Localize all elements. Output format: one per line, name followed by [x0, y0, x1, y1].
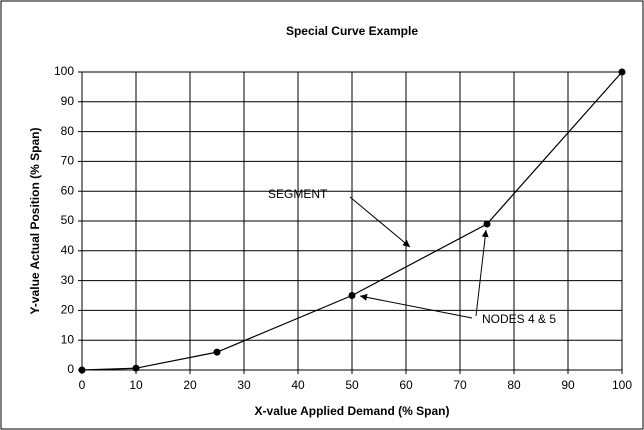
- y-tick-label: 10: [61, 332, 75, 346]
- annotation-arrow: [475, 229, 489, 317]
- x-axis-label: X-value Applied Demand (% Span): [255, 404, 450, 418]
- annotation-arrow: [359, 293, 473, 319]
- data-point: [483, 220, 491, 228]
- x-tick-label: 90: [561, 378, 575, 392]
- y-tick-label: 80: [61, 124, 75, 138]
- y-tick-label: 100: [54, 64, 74, 78]
- data-point: [132, 364, 140, 372]
- x-tick-label: 50: [345, 378, 359, 392]
- x-tick-label: 30: [237, 378, 251, 392]
- x-tick-label: 100: [612, 378, 632, 392]
- x-tick-label: 20: [183, 378, 197, 392]
- x-tick-label: 70: [453, 378, 467, 392]
- annotation-arrow: [349, 196, 411, 248]
- data-point: [78, 366, 86, 374]
- y-tick-label: 50: [61, 213, 75, 227]
- data-point: [618, 68, 626, 76]
- x-tick-label: 0: [79, 378, 86, 392]
- annotation: NODES 4 & 5: [482, 312, 556, 326]
- x-tick-label: 10: [129, 378, 143, 392]
- x-tick-label: 60: [399, 378, 413, 392]
- y-tick-label: 40: [61, 243, 75, 257]
- y-tick-label: 30: [61, 273, 75, 287]
- data-point: [213, 348, 221, 356]
- y-tick-label: 20: [61, 303, 75, 317]
- y-tick-label: 60: [61, 183, 75, 197]
- x-tick-label: 80: [507, 378, 521, 392]
- y-tick-label: 70: [61, 154, 75, 168]
- annotations: SEGMENT NODES 4 & 5: [268, 187, 556, 326]
- series-line: [81, 71, 623, 371]
- data-point: [348, 292, 356, 299]
- x-tick-label: 40: [291, 378, 305, 392]
- y-tick-label: 90: [61, 94, 75, 108]
- y-tick-label: 0: [67, 362, 74, 376]
- annotation: SEGMENT: [268, 187, 328, 201]
- chart-title: Special Curve Example: [286, 24, 418, 38]
- y-axis-label: Y-value Actual Position (% Span): [28, 128, 42, 315]
